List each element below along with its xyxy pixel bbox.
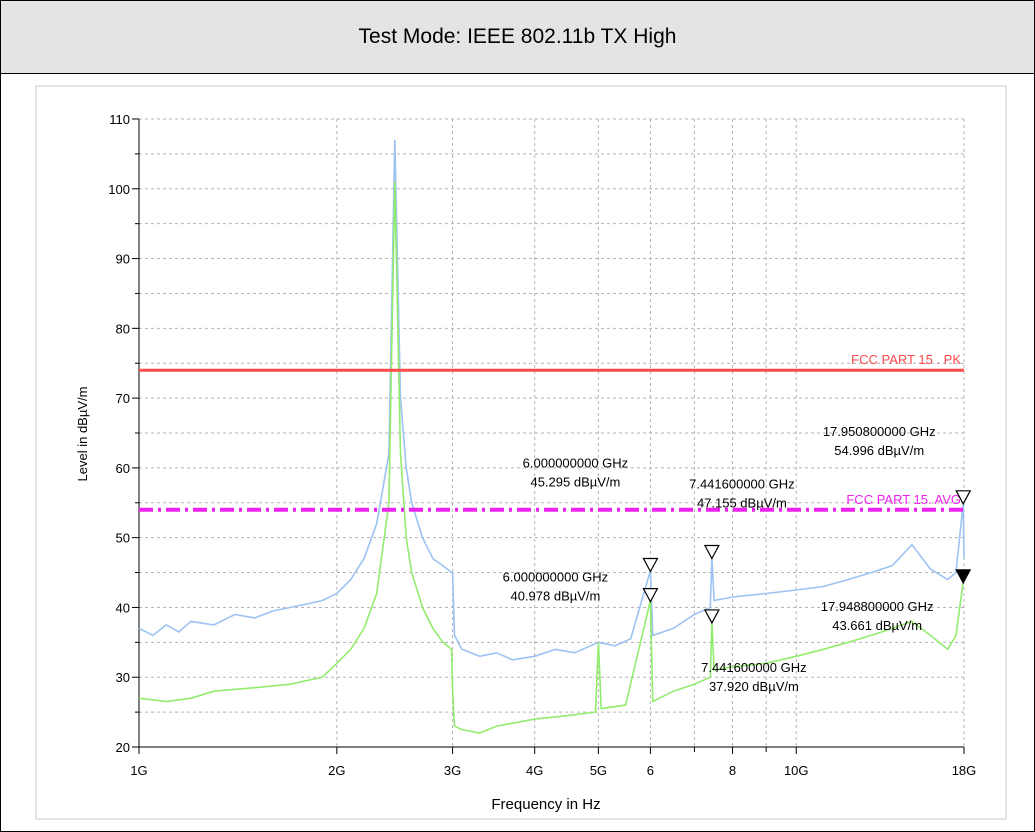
y-tick-label: 60	[116, 461, 130, 476]
marker	[642, 588, 659, 603]
trace	[138, 139, 965, 661]
marker-freq: 17.948800000 GHz	[821, 599, 934, 614]
y-tick-label: 20	[116, 740, 130, 755]
marker-level: 37.920 dBµV/m	[709, 679, 799, 694]
y-tick-label: 30	[116, 670, 130, 685]
x-tick-label: 3G	[444, 763, 461, 778]
x-tick-label: 4G	[526, 763, 543, 778]
x-tick-label: 5G	[590, 763, 607, 778]
marker-freq: 6.000000000 GHz	[523, 455, 629, 470]
marker-level: 43.661 dBµV/m	[832, 618, 922, 633]
header-title: Test Mode: IEEE 802.11b TX High	[1, 1, 1034, 74]
y-tick-label: 40	[116, 600, 130, 615]
limit-label: FCC PART 15. AVG	[846, 492, 961, 507]
marker-freq: 7.441600000 GHz	[701, 660, 807, 675]
x-tick-label: 10G	[784, 763, 809, 778]
marker	[955, 569, 972, 585]
marker-freq: 7.441600000 GHz	[689, 477, 795, 492]
marker	[703, 609, 720, 625]
y-tick-label: 80	[116, 321, 130, 336]
x-tick-label: 6	[647, 763, 654, 778]
marker-freq: 17.950800000 GHz	[823, 424, 936, 439]
y-tick-label: 50	[116, 531, 130, 546]
marker-level: 47.155 dBµV/m	[697, 496, 787, 511]
plot-area	[139, 119, 964, 747]
marker-level: 54.996 dBµV/m	[834, 443, 924, 458]
chart: Frequency in Hz Level in dBµV/m 20 30 40 50…	[35, 85, 1007, 820]
marker-level: 40.978 dBµV/m	[510, 589, 600, 604]
trace	[138, 181, 965, 734]
y-tick-label: 90	[116, 252, 130, 267]
y-tick-label: 110	[109, 112, 130, 127]
limit-label: FCC PART 15 . PK	[851, 352, 961, 367]
x-tick-label: 18G	[952, 763, 977, 778]
marker	[955, 490, 972, 506]
x-tick-label: 1G	[130, 763, 147, 778]
marker	[703, 544, 720, 560]
marker-level: 45.295 dBµV/m	[530, 474, 620, 489]
y-tick-label: 70	[116, 391, 130, 406]
x-tick-label: 2G	[328, 763, 345, 778]
x-axis-title: Frequency in Hz	[491, 796, 600, 813]
y-axis-title: Level in dBµV/m	[75, 387, 90, 482]
marker-freq: 6.000000000 GHz	[503, 570, 609, 585]
marker	[642, 557, 659, 573]
y-tick-label: 100	[108, 182, 130, 197]
x-tick-label: 8	[729, 763, 736, 778]
